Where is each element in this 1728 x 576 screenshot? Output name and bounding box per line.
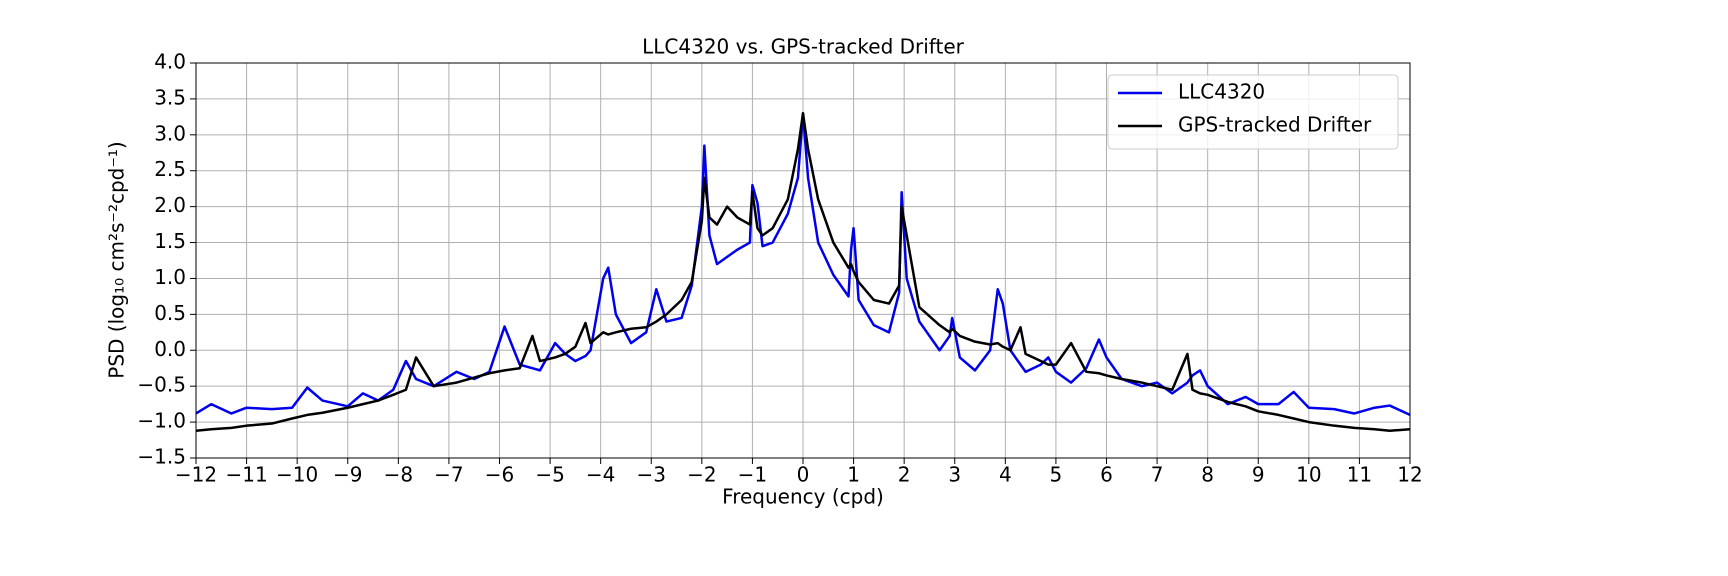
y-tick-label: 0.5 [154, 301, 186, 325]
x-tick-label: −7 [434, 463, 463, 487]
x-tick-label: 11 [1347, 463, 1372, 487]
y-tick-label: 2.5 [154, 157, 186, 181]
x-tick-label: −12 [175, 463, 217, 487]
x-tick-label: −11 [225, 463, 267, 487]
x-tick-label: −2 [687, 463, 716, 487]
x-tick-label: −8 [384, 463, 413, 487]
x-tick-label: −3 [637, 463, 666, 487]
legend-label: GPS-tracked Drifter [1178, 113, 1372, 137]
y-tick-label: 3.5 [154, 85, 186, 109]
x-tick-label: 10 [1296, 463, 1321, 487]
y-tick-label: 2.0 [154, 193, 186, 217]
y-tick-label: −0.5 [137, 373, 186, 397]
y-tick-label: −1.0 [137, 409, 186, 433]
legend-box [1107, 74, 1399, 150]
x-tick-label: −9 [333, 463, 362, 487]
x-tick-label: 2 [898, 463, 911, 487]
legend-label: LLC4320 [1178, 80, 1265, 104]
y-tick-label: 1.5 [154, 229, 186, 253]
chart-title: LLC4320 vs. GPS-tracked Drifter [642, 35, 965, 59]
y-tick-label: −1.5 [137, 445, 186, 469]
x-tick-label: −6 [485, 463, 514, 487]
series-line [195, 112, 1411, 432]
x-tick-label: −4 [586, 463, 615, 487]
x-tick-label: −10 [276, 463, 318, 487]
x-tick-label: 5 [1050, 463, 1063, 487]
y-tick-label: 4.0 [154, 50, 186, 74]
x-axis-label: Frequency (cpd) [722, 485, 884, 509]
y-tick-label: 3.0 [154, 121, 186, 145]
x-tick-label: −5 [535, 463, 564, 487]
x-tick-label: 9 [1252, 463, 1265, 487]
y-tick-label: 0.0 [154, 337, 186, 361]
x-tick-label: 1 [847, 463, 860, 487]
x-tick-label: 4 [999, 463, 1012, 487]
x-tick-label: −1 [738, 463, 767, 487]
x-tick-label: 7 [1151, 463, 1164, 487]
x-tick-label: 12 [1397, 463, 1422, 487]
x-tick-label: 0 [797, 463, 810, 487]
x-tick-label: 8 [1201, 463, 1214, 487]
legend: LLC4320 GPS-tracked Drifter [1107, 74, 1399, 150]
y-tick-label: 1.0 [154, 265, 186, 289]
x-tick-label: 3 [948, 463, 961, 487]
plot-frame [195, 62, 1411, 459]
y-axis-label: PSD (log₁₀ cm²s⁻²cpd⁻¹) [105, 141, 129, 378]
x-tick-label: 6 [1100, 463, 1113, 487]
